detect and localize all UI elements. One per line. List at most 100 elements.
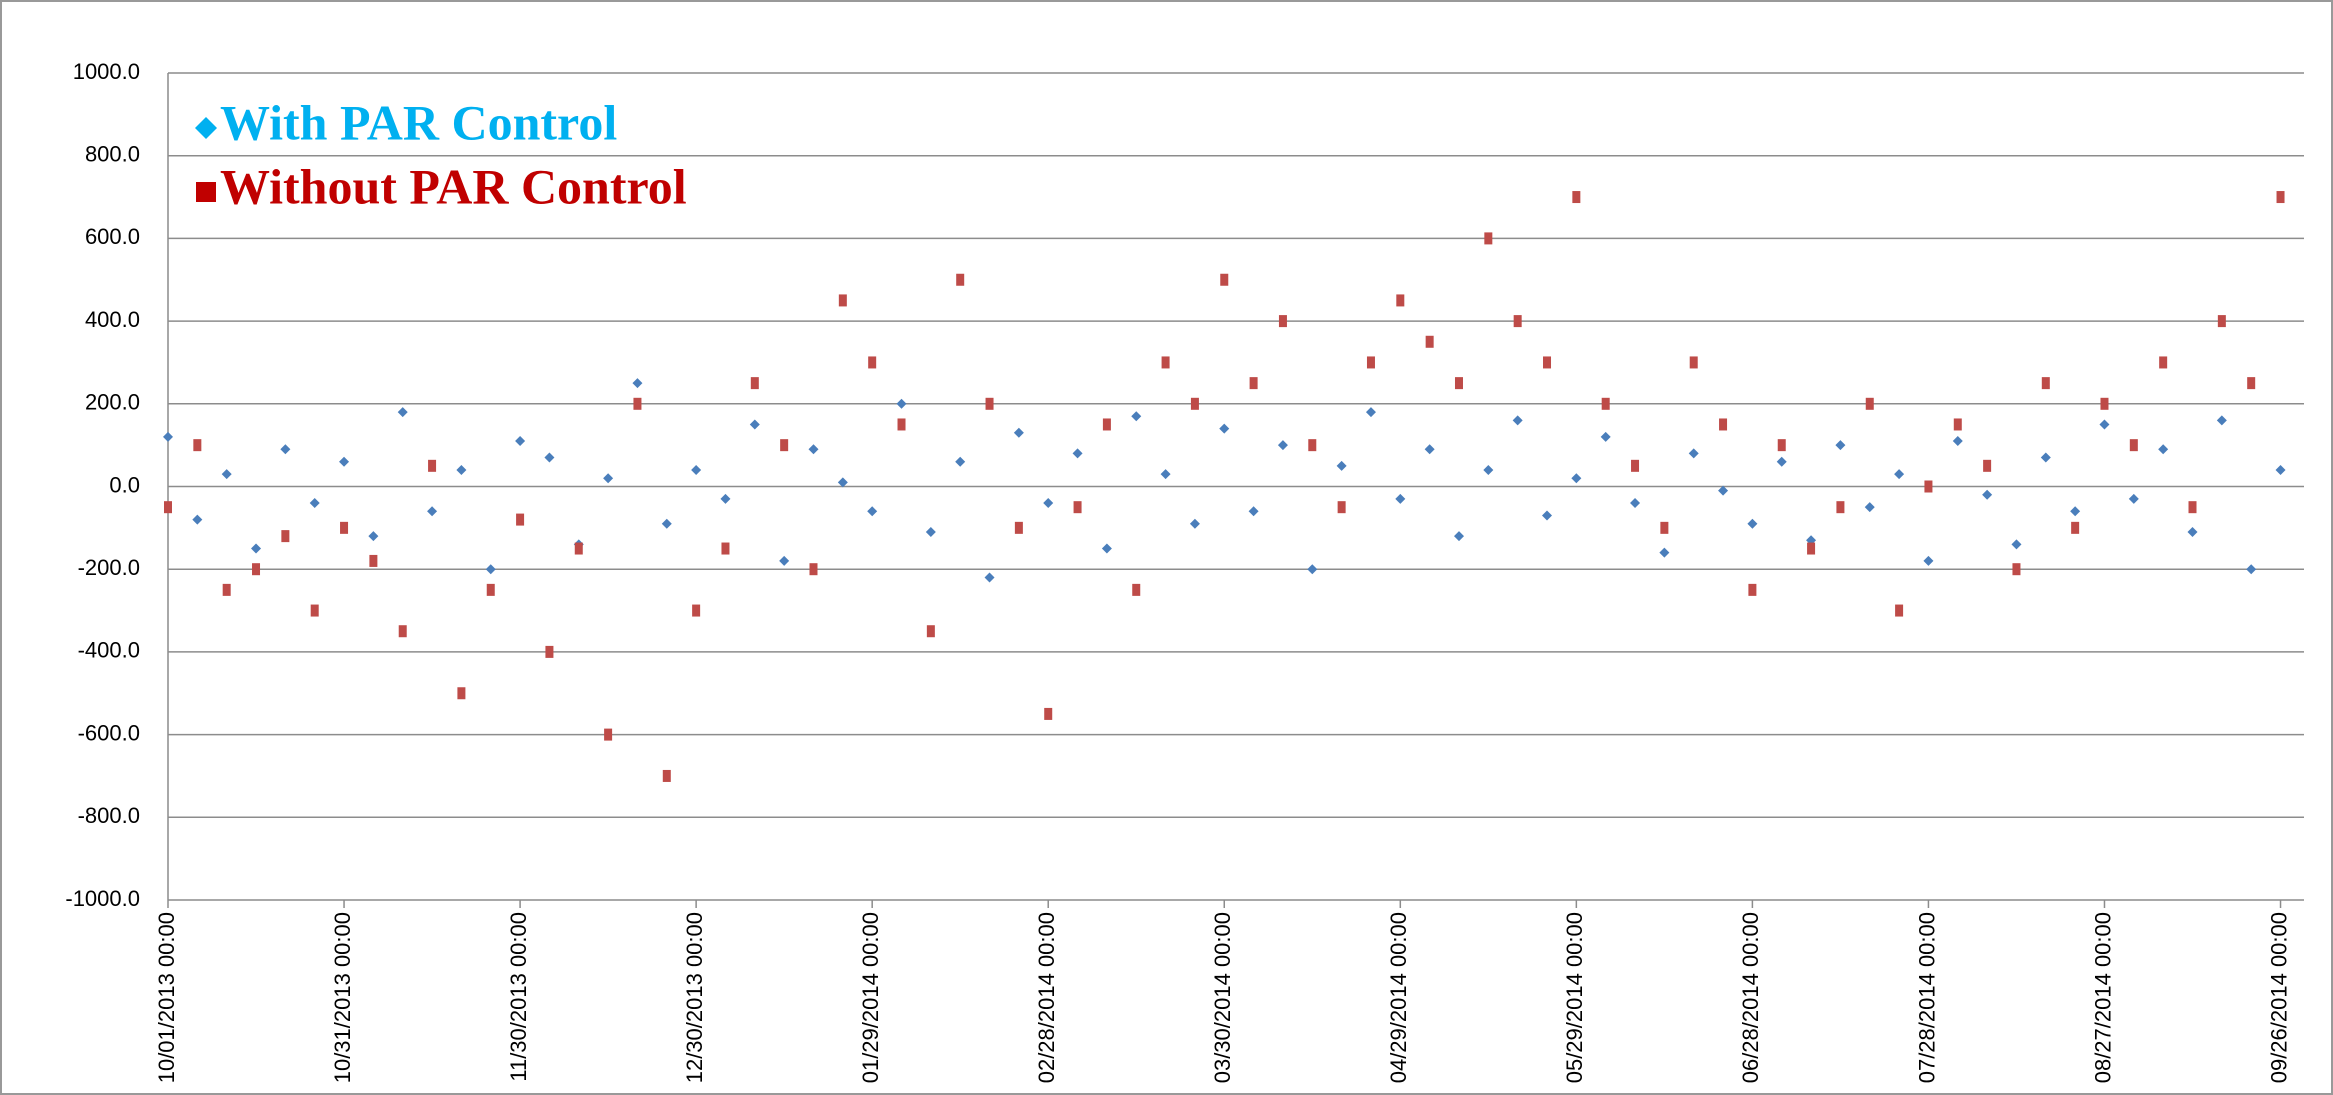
point — [1072, 448, 1083, 459]
point — [691, 464, 702, 475]
point — [867, 506, 878, 517]
point — [1513, 315, 1522, 328]
point — [749, 419, 760, 430]
point — [1777, 439, 1786, 452]
point — [1044, 707, 1053, 720]
x-tick-label: 10/01/2013 00:00 — [154, 912, 179, 1083]
point — [2011, 539, 2022, 550]
point — [545, 645, 554, 658]
point — [838, 294, 847, 307]
point — [1983, 459, 1992, 472]
point — [1572, 191, 1581, 204]
point — [251, 543, 262, 554]
point — [163, 431, 173, 442]
point — [1307, 564, 1318, 575]
point — [1835, 440, 1846, 451]
x-tick-label: 02/28/2014 00:00 — [1034, 912, 1059, 1083]
point — [339, 456, 350, 467]
point — [309, 498, 320, 509]
point — [1308, 439, 1317, 452]
point — [1924, 480, 1933, 493]
point — [2187, 526, 2198, 537]
point — [1102, 418, 1111, 431]
point — [2188, 501, 2197, 514]
point — [1453, 531, 1464, 542]
y-tick-label: 400.0 — [85, 307, 140, 332]
point — [252, 563, 261, 576]
point — [604, 728, 613, 741]
point — [1895, 604, 1904, 617]
x-tick-label: 07/28/2014 00:00 — [1914, 912, 1939, 1083]
point — [837, 477, 848, 488]
point — [544, 452, 555, 463]
point — [280, 444, 291, 455]
point — [1454, 377, 1463, 390]
x-tick-label: 01/29/2014 00:00 — [858, 912, 883, 1083]
point — [486, 583, 495, 596]
point — [779, 555, 790, 566]
point — [1571, 473, 1582, 484]
point — [1424, 444, 1435, 455]
point — [2071, 521, 2080, 534]
legend-marker — [195, 117, 217, 139]
point — [956, 273, 965, 286]
point — [222, 583, 231, 596]
point — [897, 418, 906, 431]
point — [633, 397, 642, 410]
point — [750, 377, 759, 390]
point — [955, 456, 966, 467]
point — [632, 378, 643, 389]
x-tick-label: 12/30/2013 00:00 — [682, 912, 707, 1083]
point — [1013, 427, 1024, 438]
point — [1952, 436, 1963, 447]
point — [1160, 469, 1171, 480]
point — [2216, 415, 2227, 426]
point — [457, 687, 466, 700]
point — [1483, 464, 1494, 475]
x-tick-label: 05/29/2014 00:00 — [1562, 912, 1587, 1083]
point — [896, 398, 907, 409]
point — [1073, 501, 1082, 514]
point — [1600, 431, 1611, 442]
point — [1161, 356, 1170, 369]
point — [221, 469, 232, 480]
x-tick-label: 08/27/2014 00:00 — [2090, 912, 2115, 1083]
point — [2247, 377, 2256, 390]
point — [1248, 506, 1259, 517]
point — [485, 564, 496, 575]
point — [926, 625, 935, 638]
y-tick-label: 1000.0 — [73, 59, 140, 84]
point — [1601, 397, 1610, 410]
x-tick-label: 03/30/2014 00:00 — [1210, 912, 1235, 1083]
point — [340, 521, 349, 534]
x-tick-label: 10/31/2013 00:00 — [330, 912, 355, 1083]
point — [1484, 232, 1493, 245]
point — [1190, 397, 1199, 410]
y-tick-label: -600.0 — [78, 720, 140, 745]
point — [193, 439, 202, 452]
point — [1807, 542, 1816, 555]
point — [2159, 356, 2168, 369]
legend-label: With PAR Control — [220, 94, 617, 150]
y-tick-label: 0.0 — [109, 472, 140, 497]
point — [1395, 493, 1406, 504]
point — [1718, 485, 1729, 496]
legend-marker — [196, 182, 216, 202]
point — [428, 459, 437, 472]
point — [1219, 423, 1230, 434]
point — [1688, 448, 1699, 459]
point — [661, 518, 672, 529]
point — [1747, 518, 1758, 529]
point — [1278, 315, 1287, 328]
point — [868, 356, 877, 369]
point — [1014, 521, 1023, 534]
x-tick-label: 11/30/2013 00:00 — [506, 912, 531, 1082]
point — [662, 769, 671, 782]
point — [1865, 397, 1874, 410]
point — [720, 493, 731, 504]
point — [1748, 583, 1757, 596]
point — [692, 604, 701, 617]
point — [164, 501, 172, 514]
point — [2012, 563, 2021, 576]
point — [456, 464, 467, 475]
